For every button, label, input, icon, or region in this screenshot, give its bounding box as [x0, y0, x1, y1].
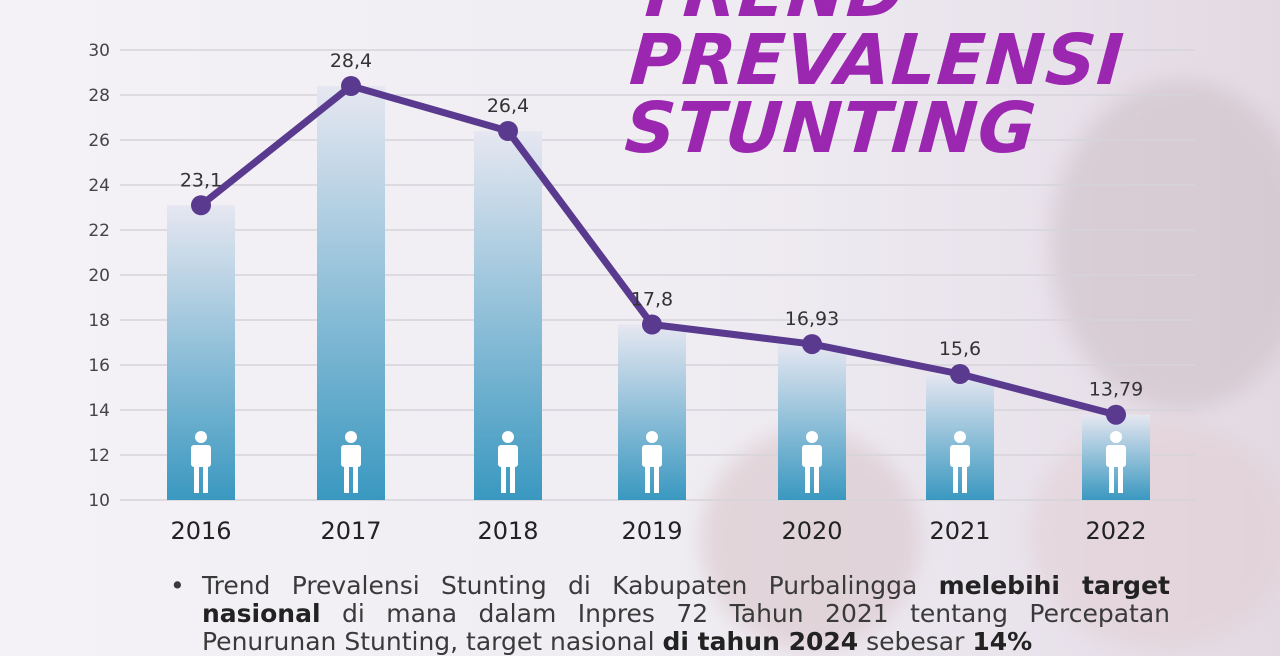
person-icon — [191, 431, 211, 493]
person-body — [1106, 445, 1126, 467]
person-icon — [950, 431, 970, 493]
data-label: 23,1 — [180, 169, 222, 191]
data-label: 16,93 — [785, 308, 839, 330]
y-tick-label: 30 — [88, 41, 110, 61]
person-body — [950, 445, 970, 467]
person-head — [646, 431, 658, 443]
person-icon — [341, 431, 361, 493]
data-label: 13,79 — [1089, 379, 1143, 401]
page-title: TREND PREVALENSI STUNTING — [622, 0, 1131, 169]
x-tick-label: 2019 — [621, 517, 682, 545]
y-tick-label: 12 — [88, 446, 110, 466]
person-leg — [203, 465, 208, 493]
person-body — [191, 445, 211, 467]
person-head — [954, 431, 966, 443]
title-line: PREVALENSI — [627, 19, 1127, 101]
person-icon — [642, 431, 662, 493]
note-segment: melebihi target nasional — [202, 571, 1170, 628]
person-leg — [344, 465, 349, 493]
y-tick-label: 18 — [88, 311, 110, 331]
person-head — [345, 431, 357, 443]
person-leg — [501, 465, 506, 493]
y-tick-label: 10 — [88, 491, 110, 511]
data-point — [341, 76, 361, 96]
person-icon — [498, 431, 518, 493]
data-point — [802, 334, 822, 355]
person-head — [502, 431, 514, 443]
note-segment: sebesar — [858, 627, 973, 656]
person-icon — [1106, 431, 1126, 493]
person-leg — [1109, 465, 1114, 493]
note-segment: 14% — [972, 627, 1033, 656]
data-label: 15,6 — [939, 338, 981, 360]
x-tick-label: 2020 — [781, 517, 842, 545]
data-point — [191, 195, 211, 216]
data-point — [498, 121, 518, 141]
person-icon — [802, 431, 822, 493]
bar — [778, 344, 846, 500]
person-leg — [353, 465, 358, 493]
note-segment: Trend Prevalensi Stunting di Kabupaten P… — [202, 571, 939, 600]
x-tick-label: 2016 — [170, 517, 231, 545]
note-segment: di tahun 2024 — [662, 627, 859, 656]
note-paragraph: • Trend Prevalensi Stunting di Kabupaten… — [170, 572, 1170, 656]
data-label: 17,8 — [631, 289, 673, 311]
background-decoration — [1050, 80, 1280, 410]
person-head — [1110, 431, 1122, 443]
x-tick-label: 2018 — [477, 517, 538, 545]
person-leg — [510, 465, 515, 493]
person-leg — [194, 465, 199, 493]
person-head — [806, 431, 818, 443]
x-tick-label: 2017 — [320, 517, 381, 545]
person-body — [802, 445, 822, 467]
y-tick-label: 14 — [88, 401, 110, 421]
person-leg — [953, 465, 958, 493]
data-label: 26,4 — [487, 95, 529, 117]
note-text: Trend Prevalensi Stunting di Kabupaten P… — [202, 572, 1170, 656]
data-label: 28,4 — [330, 50, 372, 72]
y-tick-label: 28 — [88, 86, 110, 106]
person-body — [341, 445, 361, 467]
person-body — [498, 445, 518, 467]
y-tick-label: 24 — [88, 176, 110, 196]
person-leg — [1118, 465, 1123, 493]
y-tick-label: 22 — [88, 221, 110, 241]
person-leg — [805, 465, 810, 493]
y-tick-label: 26 — [88, 131, 110, 151]
x-tick-label: 2022 — [1085, 517, 1146, 545]
bar — [474, 131, 542, 500]
person-leg — [654, 465, 659, 493]
bullet: • — [170, 571, 185, 600]
person-leg — [962, 465, 967, 493]
data-point — [950, 364, 970, 384]
data-point — [1106, 404, 1126, 425]
y-tick-label: 20 — [88, 266, 110, 286]
x-tick-label: 2021 — [929, 517, 990, 545]
person-head — [195, 431, 207, 443]
y-tick-label: 16 — [88, 356, 110, 376]
background-decoration — [1030, 420, 1280, 650]
data-point — [642, 314, 662, 335]
person-body — [642, 445, 662, 467]
person-leg — [814, 465, 819, 493]
title-line: STUNTING — [622, 87, 1040, 169]
person-leg — [645, 465, 650, 493]
bar — [618, 324, 686, 500]
